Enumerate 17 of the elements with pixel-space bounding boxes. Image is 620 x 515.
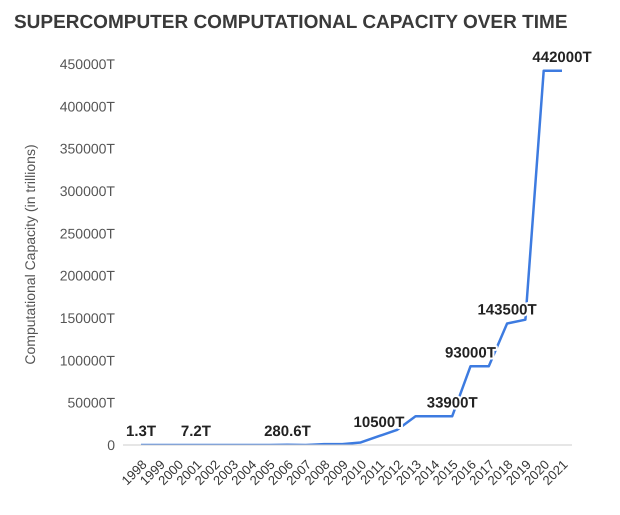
y-tick-label: 0 [107, 436, 116, 453]
y-axis-title: Computational Capacity (in trillions) [22, 144, 38, 365]
y-tick-label: 50000T [68, 394, 116, 411]
data-label: 280.6T [264, 422, 311, 440]
y-tick-label: 450000T [60, 56, 116, 72]
y-tick-label: 300000T [60, 182, 116, 199]
chart-title: SUPERCOMPUTER COMPUTATIONAL CAPACITY OVER TIME [13, 11, 568, 35]
data-label: 10500T [354, 414, 404, 432]
data-label: 1.3T [126, 423, 156, 440]
data-label: 442000T [532, 48, 592, 66]
data-label: 7.2T [180, 422, 211, 440]
y-tick-label: 200000T [60, 268, 116, 284]
y-tick-label: 400000T [60, 98, 116, 114]
y-tick-label: 100000T [60, 352, 116, 368]
y-tick-label: 150000T [60, 310, 116, 326]
y-tick-label: 250000T [60, 225, 116, 242]
y-tick-label: 350000T [60, 140, 116, 157]
